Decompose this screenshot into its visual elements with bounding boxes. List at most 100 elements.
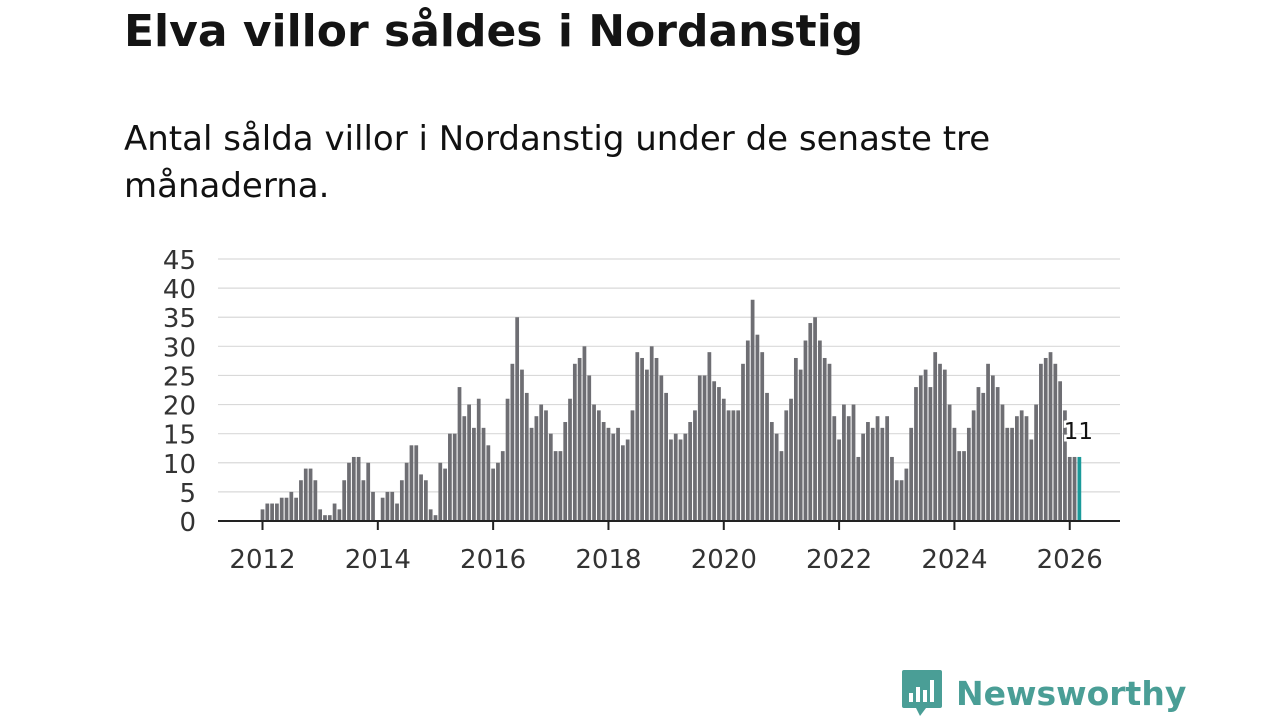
bar bbox=[596, 410, 601, 521]
bar bbox=[1067, 456, 1072, 521]
bar bbox=[899, 480, 904, 521]
highlight-value-label: 11 bbox=[1064, 419, 1093, 445]
bar bbox=[1019, 410, 1024, 521]
y-tick-label: 5 bbox=[179, 479, 196, 509]
bar bbox=[755, 334, 760, 521]
bar bbox=[448, 433, 452, 521]
bar bbox=[505, 398, 510, 521]
bar bbox=[558, 451, 563, 521]
bar bbox=[846, 416, 851, 521]
bar bbox=[553, 451, 558, 521]
bar bbox=[577, 357, 582, 521]
bar bbox=[366, 462, 371, 521]
bar bbox=[592, 404, 596, 521]
bar bbox=[462, 416, 467, 521]
bar bbox=[529, 427, 534, 521]
brand-name: Newsworthy bbox=[956, 673, 1187, 713]
bar bbox=[524, 392, 529, 521]
bar bbox=[904, 468, 909, 521]
bar bbox=[726, 410, 731, 521]
y-tick-label: 30 bbox=[163, 333, 196, 363]
bar bbox=[395, 503, 399, 521]
x-tick-label: 2012 bbox=[229, 545, 295, 575]
bar bbox=[880, 427, 885, 521]
y-tick-label: 40 bbox=[163, 275, 196, 305]
bar bbox=[933, 352, 938, 521]
chart-subtitle: Antal sålda villor i Nordanstig under de… bbox=[124, 119, 991, 206]
x-tick-label: 2014 bbox=[345, 545, 411, 575]
bar bbox=[260, 509, 265, 521]
bar bbox=[500, 451, 505, 521]
bar bbox=[866, 422, 870, 521]
bar bbox=[606, 427, 611, 521]
bar bbox=[784, 410, 789, 521]
bar bbox=[438, 462, 443, 521]
bar bbox=[779, 451, 784, 521]
bar bbox=[717, 387, 721, 521]
bar bbox=[548, 433, 553, 521]
y-tick-label: 15 bbox=[163, 421, 196, 451]
bar bbox=[856, 456, 861, 521]
bar bbox=[510, 363, 515, 521]
bar bbox=[683, 433, 688, 521]
bar bbox=[851, 404, 856, 521]
y-tick-label: 10 bbox=[163, 450, 196, 480]
x-tick-label: 2020 bbox=[691, 545, 757, 575]
bar bbox=[664, 392, 668, 521]
bar bbox=[419, 474, 423, 521]
bar bbox=[385, 491, 390, 521]
bar bbox=[928, 387, 933, 521]
y-tick-label: 45 bbox=[163, 246, 196, 276]
bar bbox=[1063, 410, 1067, 521]
bar bbox=[534, 416, 539, 521]
bar bbox=[496, 462, 500, 521]
bar bbox=[423, 480, 428, 521]
bar bbox=[313, 480, 318, 521]
bar bbox=[265, 503, 270, 521]
bar bbox=[818, 340, 822, 521]
bar bbox=[712, 381, 717, 521]
bar bbox=[654, 357, 659, 521]
bar bbox=[481, 427, 486, 521]
bar bbox=[649, 346, 654, 521]
bar bbox=[976, 387, 981, 521]
bar bbox=[380, 497, 385, 521]
bar bbox=[837, 439, 841, 521]
bar bbox=[938, 363, 942, 521]
bar bbox=[962, 451, 966, 521]
bar bbox=[582, 346, 587, 521]
bar bbox=[390, 491, 395, 521]
bar bbox=[371, 491, 375, 521]
bar bbox=[765, 392, 769, 521]
y-tick-label: 35 bbox=[163, 304, 196, 334]
bar bbox=[587, 375, 592, 521]
bar bbox=[351, 456, 356, 521]
bar bbox=[621, 445, 625, 521]
bar bbox=[1048, 352, 1053, 521]
bar bbox=[702, 375, 707, 521]
bar bbox=[986, 363, 990, 521]
bar bbox=[918, 375, 923, 521]
bar bbox=[793, 357, 798, 521]
bar bbox=[467, 404, 471, 521]
bar bbox=[404, 462, 409, 521]
bar bbox=[678, 439, 683, 521]
bar bbox=[760, 352, 765, 521]
annotation: 11 bbox=[1061, 416, 1095, 447]
newsworthy-logo[interactable]: Newsworthy bbox=[900, 668, 1186, 718]
bar bbox=[520, 369, 524, 521]
bar bbox=[803, 340, 808, 521]
bar bbox=[870, 427, 875, 521]
bar bbox=[1015, 416, 1019, 521]
bar bbox=[822, 357, 827, 521]
bar bbox=[414, 445, 419, 521]
bar bbox=[832, 416, 837, 521]
bar bbox=[842, 404, 846, 521]
bar bbox=[741, 363, 745, 521]
bar bbox=[966, 427, 971, 521]
bar bbox=[356, 456, 361, 521]
bar bbox=[798, 369, 803, 521]
bar bbox=[515, 317, 520, 521]
bar bbox=[279, 497, 284, 521]
bar bbox=[1034, 404, 1038, 521]
